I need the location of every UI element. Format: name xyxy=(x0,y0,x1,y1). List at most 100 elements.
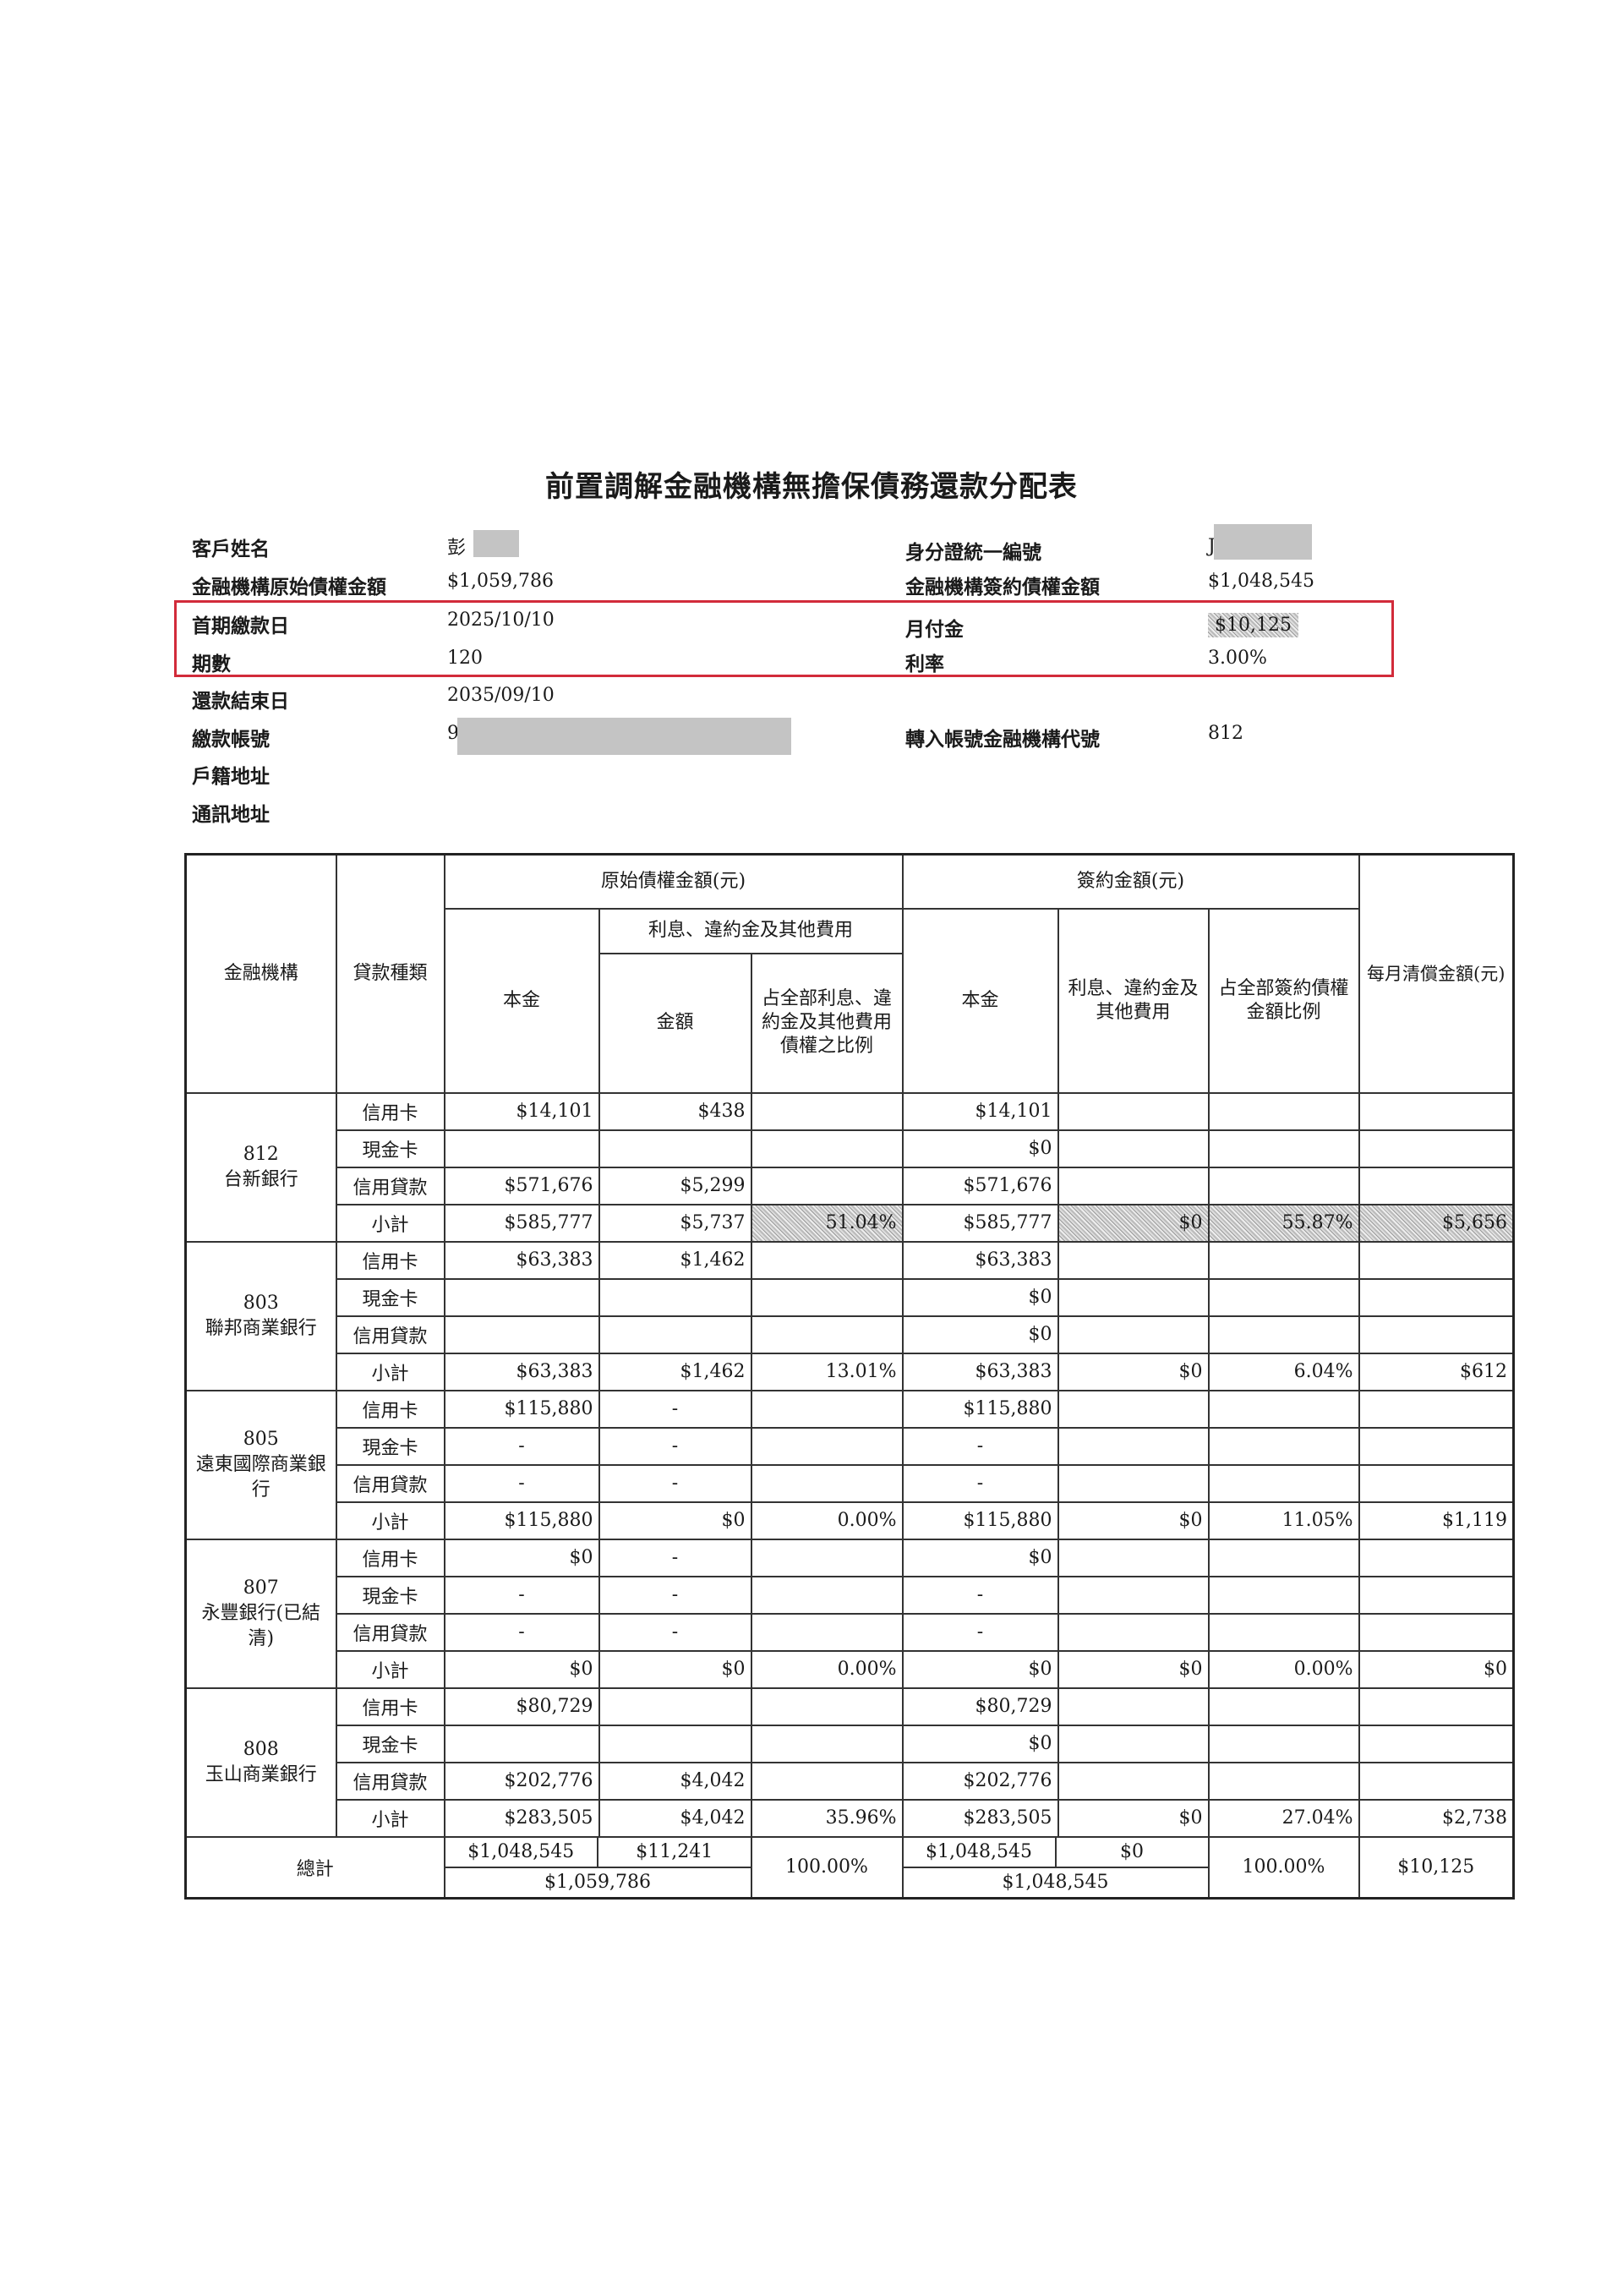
table-cell: $438 xyxy=(598,1091,752,1131)
table-cell xyxy=(1057,1612,1210,1652)
table-cell xyxy=(1358,1240,1515,1280)
loan-type: 小計 xyxy=(335,1203,445,1243)
table-cell: $115,880 xyxy=(443,1501,600,1540)
table-cell xyxy=(1057,1240,1210,1280)
table-row: 808 玉山商業銀行 信用卡 $80,729 $80,729 xyxy=(184,1686,1515,1838)
loan-type: 信用卡 xyxy=(335,1091,445,1131)
table-cell xyxy=(1358,1686,1515,1726)
table-cell: $5,656 xyxy=(1358,1203,1515,1243)
info-value: 9 xyxy=(447,723,459,744)
table-cell: $63,383 xyxy=(901,1352,1059,1391)
table-cell: $5,299 xyxy=(598,1166,752,1205)
table-cell: - xyxy=(901,1463,1059,1503)
header-institution: 金融機構 xyxy=(184,853,337,1094)
table-cell xyxy=(1358,1724,1515,1763)
table-cell xyxy=(1057,1426,1210,1466)
page-title: 前置調解金融機構無擔保債務還款分配表 xyxy=(545,470,1078,504)
table-cell xyxy=(1358,1315,1515,1354)
table-cell xyxy=(598,1315,752,1354)
header-amount: 金額 xyxy=(598,952,752,1094)
info-value: $1,048,545 xyxy=(1208,571,1314,592)
table-cell xyxy=(1358,1091,1515,1131)
table-cell xyxy=(1358,1277,1515,1317)
loan-type: 信用貸款 xyxy=(335,1761,445,1801)
table-cell: - xyxy=(598,1612,752,1652)
table-cell: $612 xyxy=(1358,1352,1515,1391)
table-cell: $115,880 xyxy=(901,1389,1059,1429)
redacted-name xyxy=(473,530,519,557)
loan-type: 小計 xyxy=(335,1649,445,1689)
table-cell: $14,101 xyxy=(443,1091,600,1131)
table-cell: $4,042 xyxy=(598,1798,752,1838)
header-interest-group: 利息、違約金及其他費用 xyxy=(598,907,904,954)
table-cell xyxy=(1207,1761,1360,1801)
table-cell xyxy=(1207,1277,1360,1317)
table-cell xyxy=(1057,1463,1210,1503)
loan-type: 現金卡 xyxy=(335,1277,445,1317)
table-cell: - xyxy=(598,1575,752,1615)
info-label: 身分證統一編號 xyxy=(905,541,1041,564)
table-cell: $5,737 xyxy=(598,1203,752,1243)
header-loan-type: 貸款種類 xyxy=(335,853,445,1094)
table-cell xyxy=(598,1277,752,1317)
loan-type: 現金卡 xyxy=(335,1724,445,1763)
bank-cell: 808 玉山商業銀行 xyxy=(184,1686,337,1838)
info-value: 812 xyxy=(1208,723,1243,744)
info-value: $1,059,786 xyxy=(447,571,554,592)
total-monthly: $10,125 xyxy=(1358,1835,1515,1899)
table-row: 小計 $63,383 $1,462 13.01% $63,383 $0 6.04% $612 xyxy=(186,1352,1515,1391)
table-cell: $63,383 xyxy=(443,1240,600,1280)
table-cell: - xyxy=(901,1575,1059,1615)
table-cell: $0 xyxy=(1358,1649,1515,1689)
table-cell: $571,676 xyxy=(901,1166,1059,1205)
table-cell: $80,729 xyxy=(443,1686,600,1726)
table-cell xyxy=(1057,1091,1210,1131)
table-cell xyxy=(750,1575,904,1615)
repayment-table: 金融機構 貸款種類 原始債權金額(元) 簽約金額(元) 每月清償金額(元) 本金… xyxy=(184,853,1515,1900)
bank-code: 803 xyxy=(243,1292,279,1314)
table-cell xyxy=(1207,1463,1360,1503)
table-row: 小計 $585,777 $5,737 51.04% $585,777 $0 55.87% $5… xyxy=(186,1203,1515,1243)
table-cell: $1,462 xyxy=(598,1240,752,1280)
table-cell: $0 xyxy=(443,1538,600,1577)
header-contract-ratio: 占全部簽約債權金額比例 xyxy=(1207,907,1360,1094)
table-cell: $2,738 xyxy=(1358,1798,1515,1838)
table-cell: $585,777 xyxy=(901,1203,1059,1243)
table-cell xyxy=(1358,1129,1515,1168)
loan-type: 現金卡 xyxy=(335,1575,445,1615)
table-cell: $115,880 xyxy=(443,1389,600,1429)
table-cell xyxy=(598,1724,752,1763)
bank-cell: 807 永豐銀行(已結清) xyxy=(184,1538,337,1689)
table-cell: $0 xyxy=(1057,1649,1210,1689)
info-value: 2025/10/10 xyxy=(447,610,555,631)
table-cell xyxy=(1207,1315,1360,1354)
info-value: $10,125 xyxy=(1208,613,1298,637)
info-value: 彭 xyxy=(447,538,467,559)
info-label: 戶籍地址 xyxy=(192,765,270,788)
table-cell xyxy=(1057,1166,1210,1205)
table-cell: 13.01% xyxy=(750,1352,904,1391)
table-cell: - xyxy=(901,1426,1059,1466)
loan-type: 現金卡 xyxy=(335,1129,445,1168)
table-cell xyxy=(443,1277,600,1317)
bank-name: 永豐銀行(已結清) xyxy=(201,1602,321,1649)
table-cell: $202,776 xyxy=(901,1761,1059,1801)
bank-cell: 805 遠東國際商業銀行 xyxy=(184,1389,337,1540)
table-row: 現金卡 - - - xyxy=(186,1575,1515,1615)
table-cell xyxy=(750,1538,904,1577)
info-label: 還款結束日 xyxy=(192,690,289,713)
highlight-box xyxy=(174,600,1394,677)
loan-type: 信用貸款 xyxy=(335,1463,445,1503)
table-cell xyxy=(1358,1575,1515,1615)
header-original-group: 原始債權金額(元) xyxy=(443,853,904,910)
table-cell xyxy=(1207,1129,1360,1168)
table-cell xyxy=(1057,1389,1210,1429)
bank-name: 聯邦商業銀行 xyxy=(205,1317,317,1339)
table-cell: 6.04% xyxy=(1207,1352,1360,1391)
loan-type: 信用卡 xyxy=(335,1389,445,1429)
table-cell: $1,119 xyxy=(1358,1501,1515,1540)
header-contract-group: 簽約金額(元) xyxy=(901,853,1360,910)
redacted-id xyxy=(1214,524,1312,560)
table-cell: $0 xyxy=(1057,1501,1210,1540)
table-cell: $585,777 xyxy=(443,1203,600,1243)
